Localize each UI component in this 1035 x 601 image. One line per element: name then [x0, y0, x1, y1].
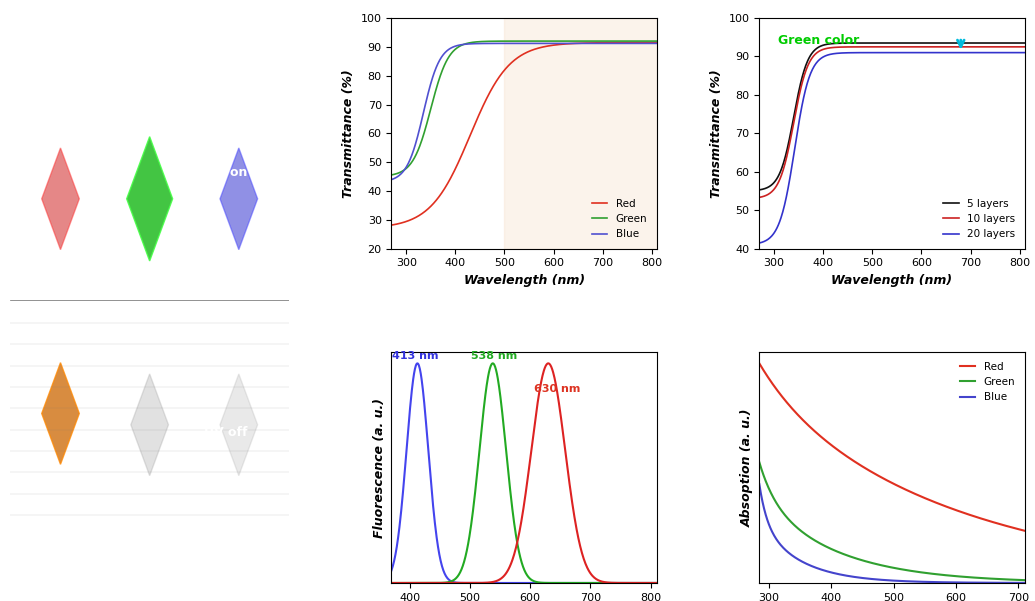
- Text: 630 nm: 630 nm: [533, 384, 580, 394]
- Polygon shape: [41, 148, 80, 249]
- Legend: 5 layers, 10 layers, 20 layers: 5 layers, 10 layers, 20 layers: [939, 195, 1019, 243]
- Legend: Red, Green, Blue: Red, Green, Blue: [955, 358, 1019, 406]
- X-axis label: Wavelength (nm): Wavelength (nm): [831, 274, 952, 287]
- Y-axis label: Fluorescence (a. u.): Fluorescence (a. u.): [373, 398, 386, 538]
- Text: UV on: UV on: [206, 166, 247, 179]
- Polygon shape: [41, 362, 80, 465]
- Polygon shape: [126, 136, 173, 261]
- Y-axis label: Transmittance (%): Transmittance (%): [710, 69, 723, 198]
- Text: 538 nm: 538 nm: [472, 351, 518, 361]
- Polygon shape: [130, 374, 169, 475]
- Text: Green color: Green color: [778, 34, 859, 47]
- Y-axis label: Transmittance (%): Transmittance (%): [343, 69, 355, 198]
- Y-axis label: Absoption (a. u.): Absoption (a. u.): [741, 409, 753, 527]
- Text: 413 nm: 413 nm: [391, 351, 438, 361]
- Text: UV off: UV off: [204, 426, 247, 439]
- Polygon shape: [220, 374, 258, 475]
- Legend: Red, Green, Blue: Red, Green, Blue: [588, 195, 652, 243]
- Polygon shape: [220, 148, 258, 249]
- X-axis label: Wavelength (nm): Wavelength (nm): [464, 274, 585, 287]
- Bar: [504, 18, 657, 249]
